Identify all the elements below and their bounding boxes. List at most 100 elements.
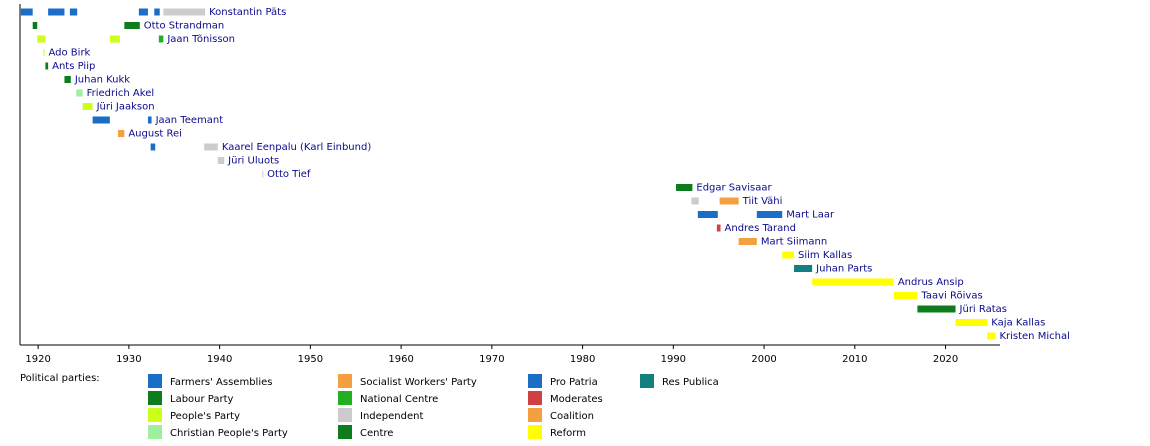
legend-label: Centre — [360, 428, 393, 439]
legend-swatch — [148, 408, 162, 422]
legend-swatch — [338, 374, 352, 388]
legend-label: Socialist Workers' Party — [360, 377, 477, 388]
legend-label: Labour Party — [170, 394, 234, 405]
pm-name: Friedrich Akel — [87, 88, 155, 99]
pm-name: Kristen Michal — [999, 331, 1069, 342]
term-bar — [782, 251, 795, 259]
term-bar — [20, 8, 33, 16]
legend-swatch — [338, 425, 352, 439]
term-bar — [92, 116, 110, 124]
pm-name: Juhan Kukk — [74, 75, 130, 86]
x-tick-label: 1960 — [388, 354, 413, 365]
term-bar — [217, 157, 225, 164]
term-bar — [676, 184, 693, 191]
term-bar — [43, 49, 45, 56]
term-bar — [147, 116, 152, 124]
legend-swatch — [148, 391, 162, 405]
pm-name: Andres Tarand — [725, 223, 796, 234]
term-bar — [82, 103, 93, 110]
x-tick-label: 1980 — [570, 354, 595, 365]
term-bar — [204, 143, 218, 151]
pm-name: Juhan Parts — [815, 264, 872, 275]
term-bar — [716, 224, 721, 232]
term-bar — [37, 35, 46, 43]
legend-swatch — [148, 425, 162, 439]
term-bar — [719, 197, 739, 205]
x-tick-label: 1940 — [207, 354, 232, 365]
pm-name: Otto Tief — [267, 169, 311, 180]
pm-name: Taavi Rõivas — [920, 291, 982, 302]
x-tick-label: 1930 — [116, 354, 141, 365]
pm-name: Ado Birk — [49, 48, 91, 59]
pm-name: Tiit Vähi — [742, 196, 783, 207]
x-tick-label: 1990 — [661, 354, 686, 365]
term-bar — [154, 8, 160, 16]
pm-name: Mart Laar — [786, 210, 835, 221]
term-bar — [150, 143, 156, 151]
term-bar — [45, 62, 49, 70]
term-bar — [48, 8, 65, 16]
legend-label: Farmers' Assemblies — [170, 377, 272, 388]
x-tick-label: 1970 — [479, 354, 504, 365]
pm-name: Jüri Uluots — [227, 156, 279, 167]
x-tick-label: 1950 — [298, 354, 323, 365]
term-bar — [756, 211, 783, 218]
x-tick-label: 2020 — [933, 354, 958, 365]
legend-swatch — [338, 408, 352, 422]
legend-swatch — [148, 374, 162, 388]
pm-name: Kaarel Eenpalu (Karl Einbund) — [222, 142, 372, 153]
legend-label: Independent — [360, 411, 423, 422]
pm-name: Jaan Teemant — [155, 115, 224, 126]
pm-name: Mart Siimann — [761, 237, 827, 248]
term-bar — [118, 130, 125, 137]
legend-label: Moderates — [550, 394, 603, 405]
legend-swatch — [528, 391, 542, 405]
legend-label: Pro Patria — [550, 377, 598, 388]
pm-name: Jaan Tõnisson — [166, 34, 235, 45]
term-bar — [69, 8, 78, 16]
legend-label: Res Publica — [662, 377, 719, 388]
x-tick-label: 1920 — [25, 354, 50, 365]
term-bar — [794, 265, 813, 272]
term-bar — [124, 22, 140, 29]
pm-name: August Rei — [128, 129, 182, 140]
term-bar — [738, 238, 757, 245]
pm-name: Jüri Jaakson — [96, 102, 155, 113]
legend-label: National Centre — [360, 394, 438, 405]
legend-label: Reform — [550, 428, 586, 439]
term-bar — [64, 76, 71, 83]
x-tick-label: 2010 — [842, 354, 867, 365]
legend-swatch — [640, 374, 654, 388]
legend-swatch — [338, 391, 352, 405]
legend-swatch — [528, 425, 542, 439]
pm-name: Edgar Savisaar — [696, 183, 772, 194]
pm-name: Kaja Kallas — [991, 318, 1045, 329]
term-bar — [163, 8, 206, 16]
term-bar — [76, 89, 83, 97]
term-bar — [138, 8, 148, 16]
pm-name: Ants Piip — [52, 61, 95, 72]
pm-name: Konstantin Päts — [209, 7, 286, 18]
pm-name: Jüri Ratas — [959, 304, 1007, 315]
term-bar — [109, 35, 120, 43]
term-bar — [262, 170, 264, 178]
term-bar — [32, 22, 38, 29]
term-bar — [158, 35, 164, 43]
term-bar — [987, 332, 996, 340]
term-bar — [893, 292, 918, 299]
term-bar — [697, 211, 718, 218]
term-bar — [691, 197, 699, 205]
term-bar — [955, 319, 988, 326]
legend-title: Political parties: — [20, 373, 100, 384]
pm-name: Otto Strandman — [144, 21, 224, 32]
legend-label: Christian People's Party — [170, 428, 288, 439]
legend-swatch — [528, 374, 542, 388]
pm-name: Siim Kallas — [798, 250, 852, 261]
x-tick-label: 2000 — [751, 354, 776, 365]
legend-swatch — [528, 408, 542, 422]
legend-label: People's Party — [170, 411, 240, 422]
term-bar — [812, 278, 894, 286]
pm-name: Andrus Ansip — [898, 277, 964, 288]
term-bar — [917, 305, 956, 313]
